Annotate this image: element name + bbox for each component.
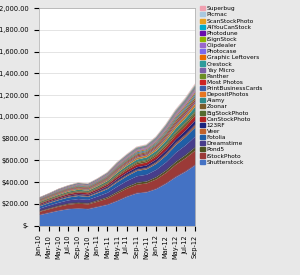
Legend: Superbug, Picmac, ScanStockPhoto, AllYouCanStock, Photodune, iSignStock, Clipdea: Superbug, Picmac, ScanStockPhoto, AllYou… [198, 4, 266, 167]
